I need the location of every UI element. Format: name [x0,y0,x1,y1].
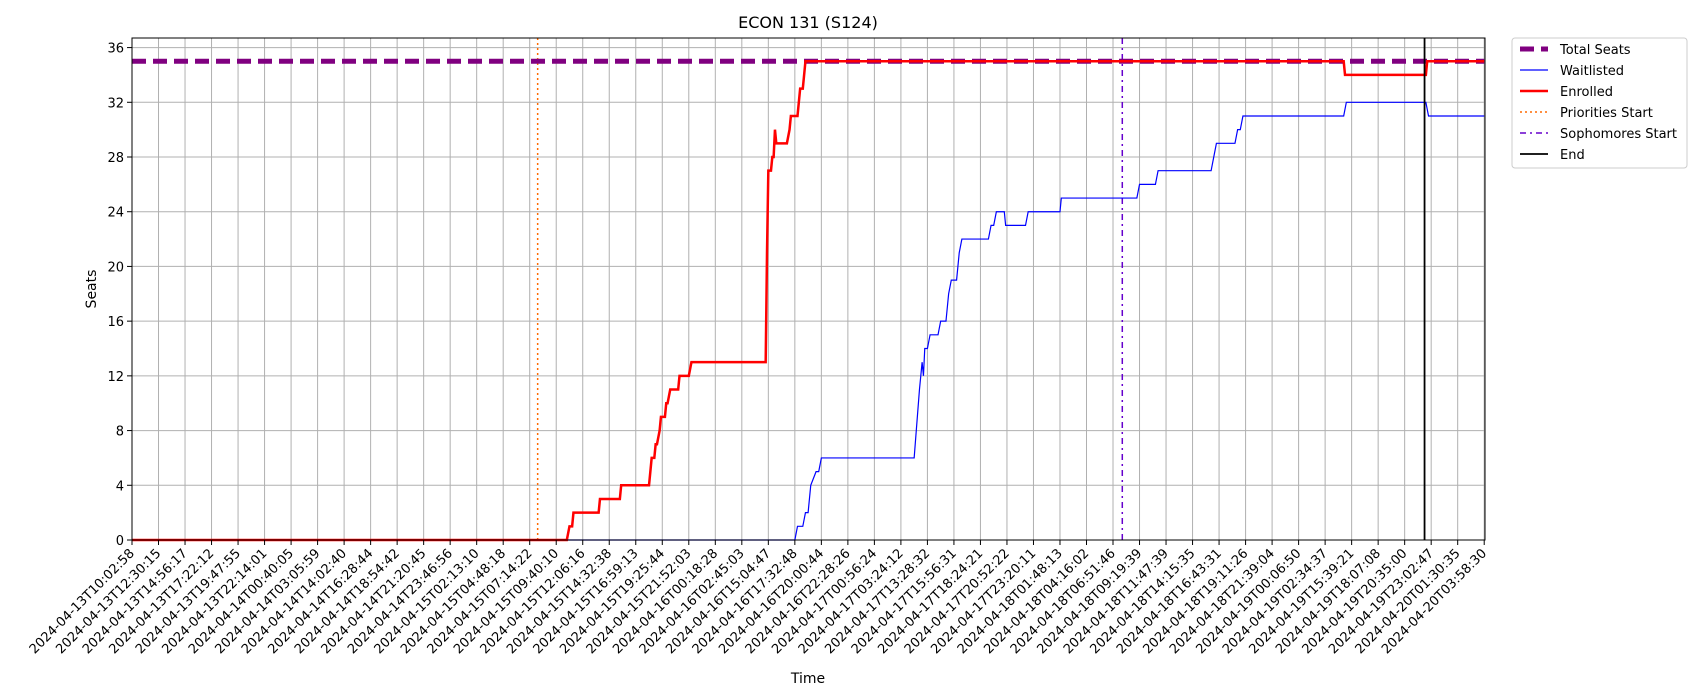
grid [131,38,1485,541]
y-tick-label: 36 [107,42,124,57]
legend-label-sophomores-start: Sophomores Start [1560,127,1677,142]
y-tick-label: 24 [107,206,124,221]
legend-label-enrolled: Enrolled [1560,85,1613,100]
y-tick-label: 16 [107,315,124,330]
plot-frame [131,37,1486,541]
y-tick-label: 4 [116,479,124,494]
y-axis-label: Seats [84,270,100,309]
series-waitlisted [132,101,1485,541]
y-tick-label: 12 [107,370,124,385]
x-axis-label: Time [790,671,825,687]
legend-label-priorities-start: Priorities Start [1560,106,1653,121]
legend-label-total-seats: Total Seats [1559,43,1631,58]
y-tick-label: 32 [107,96,124,111]
series-layer [132,38,1485,542]
x-axis-ticks: 2024-04-13T10:02:582024-04-13T12:30:1520… [27,540,1490,657]
y-tick-label: 20 [107,260,124,275]
y-tick-label: 8 [116,425,124,440]
legend-label-end: End [1560,148,1585,163]
y-tick-label: 0 [116,534,124,549]
legend: Total Seats Waitlisted Enrolled Priorities … [1511,37,1688,169]
chart-title: ECON 131 (S124) [738,13,878,32]
series-enrolled [132,60,1485,542]
legend-box [1511,37,1688,169]
y-tick-label: 28 [107,151,124,166]
legend-label-waitlisted: Waitlisted [1560,64,1624,79]
y-axis-ticks: 0 4 8 12 16 20 24 28 32 36 [107,42,132,549]
